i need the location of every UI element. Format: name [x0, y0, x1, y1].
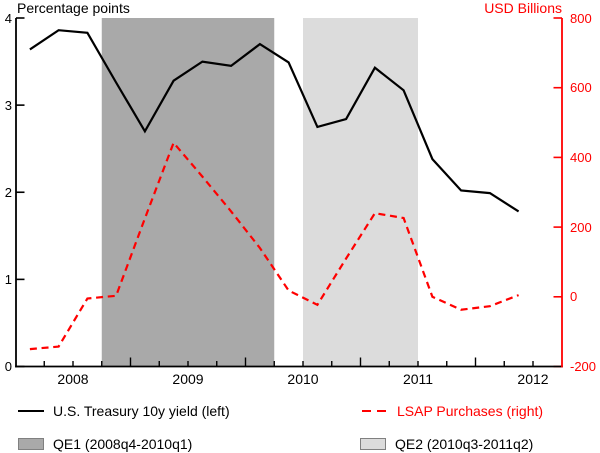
x-tick-label-2008: 2008 — [57, 371, 89, 387]
legend-label-qe1: QE1 (2008q4-2010q1) — [53, 436, 193, 452]
right-axis-title: USD Billions — [484, 0, 562, 16]
right-tick-label-800: 800 — [570, 10, 592, 26]
left-axis-title: Percentage points — [17, 0, 130, 16]
legend-item-lsap: LSAP Purchases (right) — [362, 403, 543, 419]
right-tick-label-0: 0 — [570, 289, 578, 305]
qe1-box-swatch — [18, 438, 44, 450]
right-tick-label-600: 600 — [570, 80, 592, 96]
region-band-qe2 — [303, 18, 418, 367]
lsap-dash-swatch — [362, 409, 386, 413]
legend-item-treasury: U.S. Treasury 10y yield (left) — [18, 403, 230, 419]
legend-label-lsap: LSAP Purchases (right) — [397, 403, 544, 419]
region-band-qe1 — [101, 18, 275, 367]
left-tick-label-4: 4 — [4, 10, 12, 26]
left-tick-label-3: 3 — [4, 97, 12, 113]
x-tick-label-2011: 2011 — [402, 371, 434, 387]
x-tick-label-2009: 2009 — [172, 371, 204, 387]
left-tick-label-0: 0 — [4, 359, 12, 374]
right-tick-label--200: -200 — [570, 359, 597, 374]
right-tick-label-200: 200 — [570, 219, 592, 235]
legend-label-treasury: U.S. Treasury 10y yield (left) — [53, 403, 230, 419]
lsap-purchases-line — [29, 140, 519, 351]
legend-label-qe2: QE2 (2010q3-2011q2) — [395, 436, 534, 452]
legend-item-qe2: QE2 (2010q3-2011q2) — [360, 436, 533, 452]
x-tick-label-2010: 2010 — [287, 371, 319, 387]
legend-item-qe1: QE1 (2008q4-2010q1) — [18, 436, 192, 452]
right-tick-label-400: 400 — [570, 149, 592, 165]
left-tick-label-2: 2 — [4, 184, 12, 200]
treasury-yield-line — [29, 29, 520, 213]
x-tick-label-2012: 2012 — [517, 371, 549, 387]
qe2-box-swatch — [360, 438, 386, 450]
treasury-line-swatch — [18, 410, 44, 412]
left-tick-label-1: 1 — [4, 271, 12, 287]
